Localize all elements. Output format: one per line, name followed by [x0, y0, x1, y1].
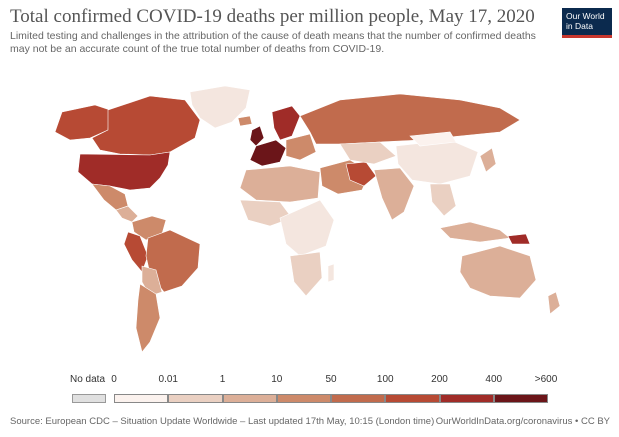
- region-southern-africa[interactable]: [289, 251, 323, 297]
- legend-bin-7[interactable]: [493, 394, 548, 403]
- region-central-africa[interactable]: [279, 199, 335, 257]
- region-russia[interactable]: [299, 93, 521, 145]
- region-central-asia[interactable]: [339, 141, 397, 165]
- region-madagascar[interactable]: [327, 263, 335, 283]
- chart-subtitle: Limited testing and challenges in the at…: [10, 30, 536, 55]
- region-china[interactable]: [395, 139, 479, 185]
- region-mongolia[interactable]: [409, 131, 457, 147]
- legend-bin-6[interactable]: [439, 394, 494, 403]
- logo-line-2: in Data: [566, 21, 593, 31]
- footer: Source: European CDC – Situation Update …: [10, 416, 610, 427]
- legend-bin-0[interactable]: [114, 394, 169, 403]
- region-north-africa[interactable]: [239, 165, 321, 203]
- region-western-europe[interactable]: [249, 139, 287, 167]
- region-usa[interactable]: [77, 151, 171, 191]
- region-scandinavia[interactable]: [271, 105, 301, 141]
- legend-tick-label-4: 50: [325, 374, 337, 385]
- legend-bin-5[interactable]: [385, 394, 440, 403]
- region-canada[interactable]: [91, 95, 201, 156]
- legend-tick-label-8: >600: [534, 374, 558, 385]
- legend-no-data-swatch: [72, 394, 106, 403]
- region-greenland[interactable]: [189, 85, 251, 129]
- legend-tick-label-3: 10: [271, 374, 283, 385]
- legend-tick-label-0: 0: [111, 374, 117, 385]
- legend-bin-1[interactable]: [168, 394, 223, 403]
- legend-bin-2[interactable]: [222, 394, 277, 403]
- legend-bin-4[interactable]: [331, 394, 386, 403]
- region-australia[interactable]: [459, 245, 537, 299]
- region-indonesia[interactable]: [439, 221, 511, 243]
- legend: No data 0 0.01 1 10 50 100 200 400 >600: [0, 372, 619, 412]
- legend-bin-3[interactable]: [276, 394, 331, 403]
- legend-tick-label-6: 200: [431, 374, 448, 385]
- world-map[interactable]: [0, 60, 619, 370]
- legend-no-data-label: No data: [70, 374, 106, 385]
- footer-credit[interactable]: OurWorldInData.org/coronavirus • CC BY: [435, 416, 610, 427]
- chart-title: Total confirmed COVID-19 deaths per mill…: [10, 6, 535, 27]
- legend-tick-label-2: 1: [219, 374, 226, 385]
- legend-tick-label-1: 0.01: [158, 374, 178, 385]
- region-brazil[interactable]: [145, 229, 201, 293]
- region-papua[interactable]: [507, 233, 531, 245]
- owid-logo[interactable]: Our World in Data: [562, 8, 612, 38]
- footer-source: Source: European CDC – Situation Update …: [10, 416, 435, 427]
- region-alaska[interactable]: [54, 104, 111, 141]
- region-new-zealand[interactable]: [547, 291, 561, 315]
- region-uk[interactable]: [249, 125, 265, 147]
- region-eastern-europe[interactable]: [285, 133, 317, 161]
- region-central-america[interactable]: [115, 205, 139, 223]
- legend-tick-label-5: 100: [376, 374, 394, 385]
- legend-tick-label-7: 400: [485, 374, 503, 385]
- region-east-asia-islands[interactable]: [479, 147, 497, 173]
- region-iceland[interactable]: [237, 115, 253, 127]
- region-south-asia[interactable]: [373, 167, 415, 221]
- logo-line-1: Our World: [566, 11, 605, 21]
- region-argentina-chile[interactable]: [135, 283, 161, 353]
- region-southeast-asia[interactable]: [429, 183, 457, 217]
